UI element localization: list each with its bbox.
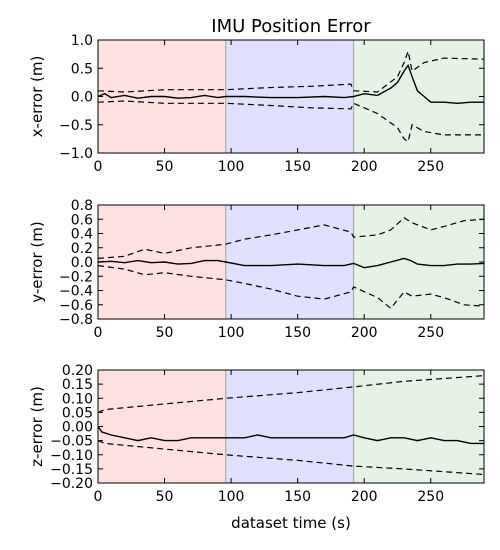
y-tick-label: −0.05 — [50, 434, 93, 450]
y-axis-label: z-error (m) — [28, 386, 46, 467]
x-tick-label: 0 — [94, 489, 103, 505]
bound-line-2 — [97, 49, 485, 93]
x-tick-label: 200 — [351, 325, 378, 341]
y-tick-label: 0.0 — [71, 255, 93, 271]
x-tick-label: 250 — [417, 159, 444, 175]
x-tick-label: 100 — [218, 159, 245, 175]
y-tick-label: −0.20 — [50, 476, 93, 492]
y-tick-label: −0.6 — [59, 298, 93, 314]
y-tick-label: 0.00 — [62, 420, 93, 436]
bound-line-2 — [97, 217, 485, 259]
x-tick-label: 50 — [156, 159, 174, 175]
panel-2: 0.80.60.40.20.0−0.2−0.4−0.6−0.80 50 100 150… — [28, 198, 485, 341]
region-2 — [225, 370, 354, 483]
y-tick-label: −0.8 — [59, 312, 93, 328]
y-axis-label: y-error (m) — [28, 221, 46, 302]
y-tick-label: 0.5 — [71, 61, 93, 77]
y-tick-label: −1.0 — [59, 146, 93, 162]
y-tick-label: 1.0 — [71, 33, 93, 49]
error-line-1 — [97, 257, 485, 269]
x-tick-label: 150 — [284, 325, 311, 341]
region-3 — [353, 370, 484, 483]
y-tick-label: 0.2 — [71, 241, 93, 257]
x-tick-label: 100 — [218, 489, 245, 505]
y-tick-label: −0.2 — [59, 269, 93, 285]
region-2 — [225, 205, 354, 319]
region-3 — [353, 40, 484, 153]
x-tick-label: 150 — [284, 159, 311, 175]
y-tick-label: 0.15 — [62, 377, 93, 393]
bound-line-2 — [97, 375, 485, 413]
y-tick-label: 0.8 — [71, 198, 93, 214]
y-tick-label: 0.4 — [71, 227, 93, 243]
panel-1: 1.0 0.5 0.0 −0.5 −1.00 50 100 150 200 250 x-error … — [28, 33, 485, 175]
x-tick-label: 50 — [156, 489, 174, 505]
bound-line-3 — [97, 440, 485, 476]
x-tick-label: 100 — [218, 325, 245, 341]
x-tick-label: 200 — [351, 159, 378, 175]
y-tick-label: −0.15 — [50, 462, 93, 478]
bound-line-3 — [97, 265, 485, 310]
y-tick-label: −0.10 — [50, 448, 93, 464]
x-tick-label: 250 — [417, 489, 444, 505]
x-tick-label: 0 — [94, 159, 103, 175]
region-3 — [353, 205, 484, 319]
error-line-1 — [97, 426, 484, 445]
x-tick-label: 150 — [284, 489, 311, 505]
y-tick-label: 0.6 — [71, 212, 93, 228]
chart-title: IMU Position Error — [211, 16, 371, 37]
error-line-1 — [97, 63, 484, 105]
x-tick-label: 50 — [156, 325, 174, 341]
y-tick-label: −0.4 — [59, 284, 93, 300]
region-1 — [98, 370, 226, 483]
bound-line-3 — [97, 100, 484, 143]
x-tick-label: 250 — [417, 325, 444, 341]
x-tick-label: 200 — [351, 489, 378, 505]
y-tick-label: 0.05 — [62, 405, 93, 421]
x-tick-label: 0 — [94, 325, 103, 341]
y-tick-label: 0.10 — [62, 391, 93, 407]
panel-3: 0.200.150.100.050.00−0.05−0.10−0.15−0.20… — [28, 363, 485, 505]
y-tick-label: −0.5 — [59, 118, 93, 134]
x-axis-label: dataset time (s) — [231, 514, 351, 532]
y-tick-label: 0.0 — [71, 90, 93, 106]
y-axis-label: x-error (m) — [28, 56, 46, 138]
y-tick-label: 0.20 — [62, 363, 93, 379]
